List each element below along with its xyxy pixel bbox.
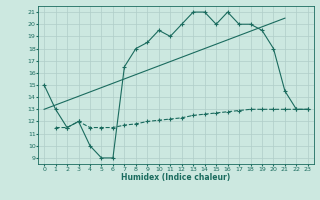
X-axis label: Humidex (Indice chaleur): Humidex (Indice chaleur) xyxy=(121,173,231,182)
